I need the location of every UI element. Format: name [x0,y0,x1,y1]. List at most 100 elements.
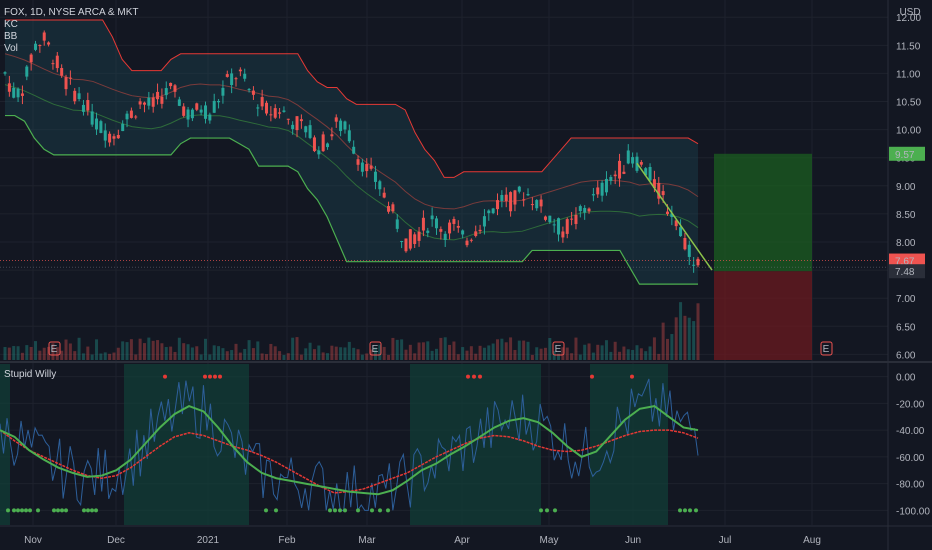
volume-bar [308,342,312,360]
volume-bar [177,337,181,360]
volume-bar [29,346,33,360]
overbought-dot [478,374,482,379]
candle-body [365,164,369,172]
candle-body [299,119,303,122]
volume-bar [561,347,565,360]
volume-bar [225,351,229,360]
oversold-dot [82,508,86,513]
indicator-title[interactable]: Stupid Willy [4,369,57,380]
oversold-dot [386,508,390,513]
candle-body [77,93,81,100]
candle-body [557,218,561,235]
indicator-kc-label[interactable]: KC [4,19,18,30]
price-tick-label: 11.50 [896,41,921,52]
symbol-label[interactable]: FOX, 1D, NYSE ARCA & MKT [4,7,139,18]
indicator-bb-label[interactable]: BB [4,31,18,42]
volume-bar [42,347,46,360]
candle-body [25,66,29,77]
candle-body [434,218,438,229]
candle-body [408,229,412,249]
candle-body [465,240,469,246]
volume-bar [299,354,303,360]
candle-body [504,194,508,202]
volume-bar [665,338,669,360]
candle-body [679,227,683,237]
volume-bar [238,352,242,360]
volume-bar [86,346,90,360]
price-tick-label: 7.00 [896,294,916,305]
price-tick-label: 10.00 [896,126,921,137]
candle-body [543,216,547,220]
volume-bar [321,352,325,360]
overbought-dot [203,374,207,379]
volume-bar [265,354,269,360]
candle-body [456,225,460,228]
candle-body [618,160,622,179]
oversold-dot [688,508,692,513]
volume-bar [317,345,321,360]
candle-body [16,88,20,98]
candle-body [687,244,691,257]
volume-bar [692,321,696,360]
volume-bar [618,351,622,360]
time-tick-label: Mar [358,535,376,546]
volume-bar [234,343,238,360]
earnings-marker [369,341,382,356]
candle-body [522,199,526,201]
candle-body [51,63,55,65]
earnings-marker-label: E [555,344,562,355]
price-tick-label: 6.00 [896,350,916,361]
volume-bar [469,346,473,360]
volume-bar [330,345,334,360]
candle-body [190,109,194,119]
volume-bar [600,345,604,360]
volume-bar [461,347,465,360]
oversold-dot [64,508,68,513]
price-badge [889,264,925,279]
candle-body [34,43,38,50]
candle-body [330,134,334,137]
price-tick-label: 10.50 [896,98,921,109]
candle-body [443,233,447,240]
oversold-dot [20,508,24,513]
oversold-dot [539,508,543,513]
candle-body [269,114,273,116]
candle-body [652,179,656,189]
candle-body [369,165,373,169]
oversold-dot [694,508,698,513]
earnings-marker-label: E [823,344,830,355]
candle-body [42,32,46,41]
candle-body [295,116,299,131]
volume-bar [134,354,138,360]
candle-body [256,107,260,109]
candle-body [160,96,164,104]
candle-body [334,117,338,122]
volume-bar [25,345,29,360]
candle-body [491,208,495,214]
overbought-dot [208,374,212,379]
candle-body [304,126,308,133]
oversold-dot [28,508,32,513]
indicator-tick-label: 0.00 [896,373,916,384]
time-tick-label: Dec [107,535,125,546]
candle-body [578,206,582,212]
indicator-vol-label[interactable]: Vol [4,43,18,54]
volume-bar [413,353,417,360]
volume-bar [51,343,55,360]
volume-bar [195,346,199,360]
candle-body [648,166,652,181]
volume-bar [652,337,656,360]
candle-body [596,187,600,195]
candle-body [38,45,42,47]
volume-bar [609,351,613,360]
candle-body [116,134,120,139]
volume-bar [465,350,469,360]
oversold-dot [683,508,687,513]
stop-zone [714,271,812,360]
candle-body [286,118,290,120]
volume-bar [696,303,700,360]
candle-body [417,231,421,241]
volume-bar [247,340,251,360]
candle-body [583,207,587,213]
